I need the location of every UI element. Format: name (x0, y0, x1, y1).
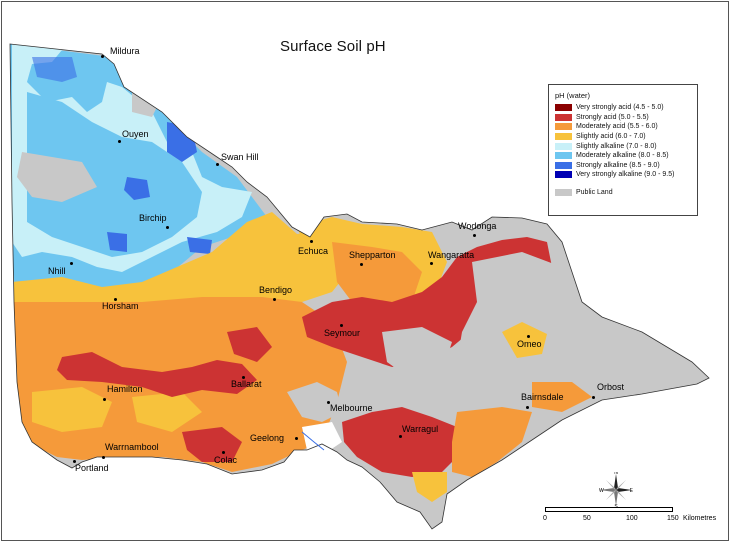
legend-swatch (555, 133, 572, 141)
legend-item: Very strongly acid (4.5 - 5.0) (555, 103, 691, 113)
map-legend: pH (water) Very strongly acid (4.5 - 5.0… (548, 84, 698, 216)
legend-swatch (555, 123, 572, 131)
legend-swatch (555, 113, 572, 121)
legend-label: Slightly alkaline (7.0 - 8.0) (576, 142, 657, 150)
city-marker (101, 55, 104, 58)
city-label-birchip: Birchip (139, 213, 167, 223)
city-marker (527, 335, 530, 338)
city-marker (473, 234, 476, 237)
scale-bar: 0 50 100 150 Kilometres (543, 507, 716, 537)
city-label-omeo: Omeo (517, 339, 542, 349)
legend-item: Strongly alkaline (8.5 - 9.0) (555, 161, 691, 171)
city-marker (327, 401, 330, 404)
legend-swatch (555, 189, 572, 197)
legend-swatch (555, 104, 572, 112)
city-label-colac: Colac (214, 455, 238, 465)
city-marker (118, 140, 121, 143)
legend-label: Very strongly acid (4.5 - 5.0) (576, 104, 664, 112)
city-marker (103, 398, 106, 401)
legend-label: Very strongly alkaline (9.0 - 9.5) (576, 171, 675, 179)
city-marker (166, 226, 169, 229)
city-marker (430, 262, 433, 265)
compass-e: E (630, 488, 634, 494)
river-line (301, 431, 325, 451)
city-label-portland: Portland (75, 463, 109, 473)
city-marker (222, 451, 225, 454)
city-label-echuca: Echuca (298, 246, 329, 256)
scale-tick: 50 (583, 515, 591, 522)
city-marker (526, 406, 529, 409)
legend-item: Moderately acid (5.5 - 6.0) (555, 122, 691, 132)
scale-unit: Kilometres (683, 515, 717, 522)
city-marker (102, 456, 105, 459)
city-label-bairnsdale: Bairnsdale (521, 392, 564, 402)
city-label-nhill: Nhill (48, 266, 66, 276)
compass-s: S (614, 504, 618, 508)
city-label-warrnambool: Warrnambool (105, 442, 159, 452)
legend-heading: pH (water) (555, 91, 591, 100)
scale-bar-line (545, 507, 673, 512)
city-marker (592, 396, 595, 399)
legend-item: Slightly acid (6.0 - 7.0) (555, 132, 691, 142)
city-label-melbourne: Melbourne (330, 403, 373, 413)
legend-item: Moderately alkaline (8.0 - 8.5) (555, 151, 691, 161)
city-marker (360, 263, 363, 266)
legend-label: Strongly acid (5.0 - 5.5) (576, 113, 649, 121)
compass-rose-icon: N S W E (599, 472, 634, 508)
city-marker (399, 435, 402, 438)
legend-item-public-land: Public Land (555, 188, 691, 198)
city-label-ouyen: Ouyen (122, 129, 149, 139)
city-marker (273, 298, 276, 301)
city-marker (70, 262, 73, 265)
legend-swatch (555, 142, 572, 150)
city-marker (216, 163, 219, 166)
city-label-swan-hill: Swan Hill (221, 152, 259, 162)
city-label-horsham: Horsham (102, 301, 139, 311)
city-marker (242, 376, 245, 379)
city-label-wodonga: Wodonga (458, 221, 497, 231)
compass-n: N (614, 472, 618, 476)
legend-swatch (555, 171, 572, 179)
legend-swatch (555, 152, 572, 160)
legend-label: Slightly acid (6.0 - 7.0) (576, 133, 646, 141)
city-label-ballarat: Ballarat (231, 379, 262, 389)
city-marker (340, 324, 343, 327)
city-label-warragul: Warragul (402, 424, 439, 434)
city-label-seymour: Seymour (324, 328, 361, 338)
compass-w: W (599, 488, 604, 494)
legend-item: Slightly alkaline (7.0 - 8.0) (555, 141, 691, 151)
legend-swatch (555, 161, 572, 169)
city-marker (73, 460, 76, 463)
scale-tick: 150 (667, 515, 679, 522)
victoria-outline (9, 43, 710, 530)
city-label-mildura: Mildura (110, 46, 140, 56)
legend-label: Moderately acid (5.5 - 6.0) (576, 123, 658, 131)
city-label-hamilton: Hamilton (107, 384, 143, 394)
city-marker (310, 240, 313, 243)
city-label-geelong: Geelong (250, 433, 285, 443)
city-label-bendigo: Bendigo (259, 285, 293, 295)
legend-label: Moderately alkaline (8.0 - 8.5) (576, 152, 669, 160)
city-marker (114, 298, 117, 301)
legend-item: Very strongly alkaline (9.0 - 9.5) (555, 170, 691, 180)
city-marker (295, 437, 298, 440)
map-title: Surface Soil pH (280, 38, 386, 55)
legend-item: Strongly acid (5.0 - 5.5) (555, 113, 691, 123)
scale-tick: 0 (543, 515, 547, 522)
legend-label: Strongly alkaline (8.5 - 9.0) (576, 161, 660, 169)
legend-label: Public Land (576, 189, 613, 197)
city-label-orbost: Orbost (597, 382, 625, 392)
scale-tick: 100 (626, 515, 638, 522)
city-label-wangaratta: Wangaratta (428, 250, 475, 260)
city-label-shepparton: Shepparton (349, 250, 396, 260)
